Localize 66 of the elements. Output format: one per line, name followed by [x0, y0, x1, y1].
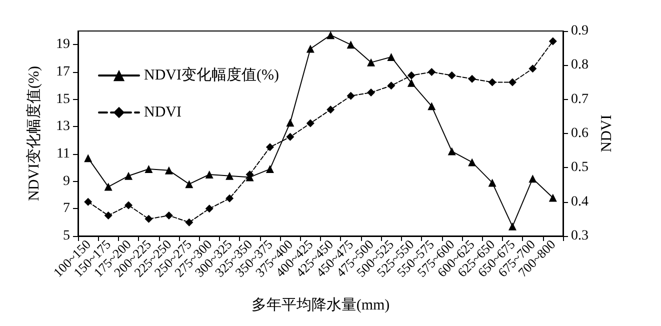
point [428, 102, 436, 110]
point [266, 143, 274, 152]
point [488, 78, 496, 86]
point [387, 52, 396, 61]
point [528, 64, 537, 73]
point [84, 198, 92, 206]
y2-tick-label: 0.5 [571, 160, 588, 176]
point [185, 218, 194, 226]
point [306, 119, 314, 128]
point [205, 204, 214, 213]
legend-label: NDVI [144, 104, 182, 120]
y2-tick-label: 0.4 [571, 194, 588, 210]
point [428, 68, 436, 76]
point [387, 82, 396, 90]
y-tick-label: 7 [63, 201, 70, 216]
legend-label: NDVI变化幅度值(%) [144, 66, 279, 84]
y-tick-label: 9 [63, 174, 70, 189]
point [84, 154, 92, 162]
point [468, 74, 476, 83]
point [407, 71, 416, 80]
point [528, 174, 537, 183]
point [164, 166, 173, 174]
y-tick-label: 11 [56, 146, 70, 162]
point [286, 118, 294, 127]
y-tick-label: 19 [56, 37, 70, 52]
point [346, 92, 355, 100]
y-tick-label: 17 [56, 64, 70, 80]
point [407, 78, 416, 87]
y-tick-label: 15 [56, 92, 70, 107]
point [226, 194, 234, 202]
point [124, 172, 133, 180]
x-axis-title: 多年平均降水量(mm) [251, 296, 390, 314]
y2-tick-label: 0.7 [571, 92, 588, 107]
point [367, 88, 376, 96]
y2-tick-label: 0.3 [571, 228, 588, 244]
y-tick-label: 13 [56, 119, 70, 134]
y2-tick-label: 0.8 [571, 58, 588, 73]
point [144, 165, 153, 174]
point [205, 170, 214, 178]
y2-tick-label: 0.6 [571, 126, 588, 141]
point [104, 212, 112, 220]
y-axis-title: NDVI变化幅度值(%) [26, 66, 42, 201]
point [164, 212, 173, 220]
y2-axis-title: NDVI [598, 114, 615, 152]
point [226, 172, 234, 180]
point [548, 194, 557, 202]
point [124, 201, 133, 210]
point [508, 222, 516, 230]
point [104, 182, 112, 191]
point [286, 132, 294, 141]
point [488, 178, 496, 187]
point [468, 158, 476, 166]
point [266, 165, 274, 174]
point [326, 31, 335, 40]
point [448, 147, 456, 156]
point [185, 180, 194, 188]
point [367, 58, 376, 66]
point [508, 78, 516, 86]
point [548, 37, 557, 46]
y-tick-label: 5 [63, 228, 70, 244]
point [306, 44, 314, 53]
point [448, 71, 456, 80]
point [144, 214, 153, 223]
point [326, 106, 335, 114]
y2-tick-label: 0.9 [571, 24, 588, 38]
point [346, 40, 355, 49]
